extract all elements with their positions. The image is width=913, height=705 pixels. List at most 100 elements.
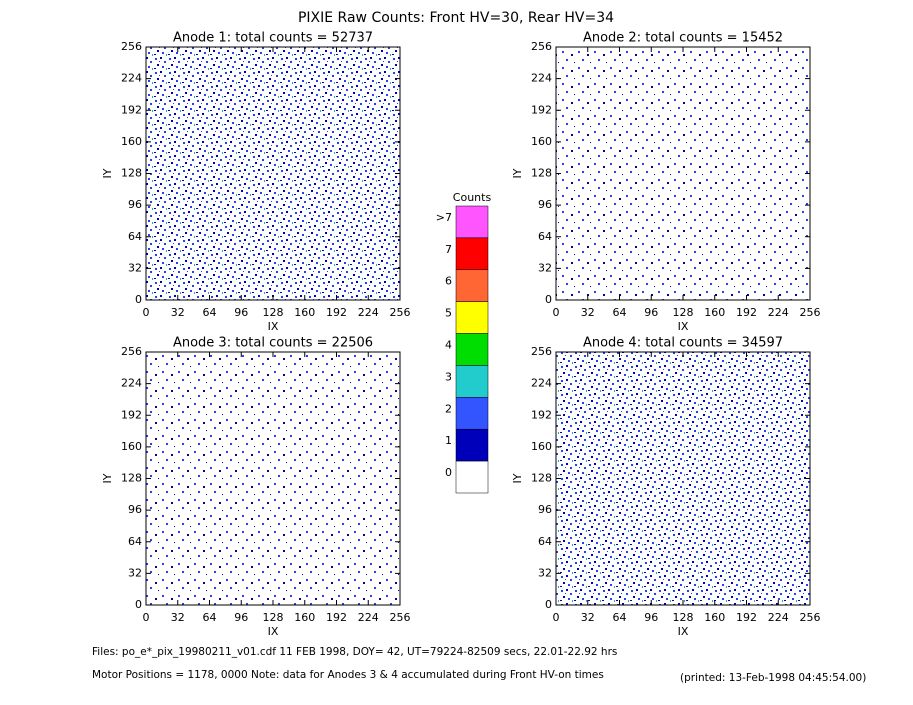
y-tick-label: 0	[135, 598, 142, 611]
y-axis-label: IY	[511, 168, 524, 178]
x-axis-label: IX	[268, 320, 279, 333]
x-tick-label: 256	[390, 306, 411, 319]
x-tick-label: 160	[704, 611, 725, 624]
y-tick-label: 256	[121, 345, 142, 358]
x-tick-label: 64	[613, 306, 627, 319]
x-tick-label: 128	[673, 611, 694, 624]
footer-files: Files: po_e*_pix_19980211_v01.cdf 11 FEB…	[92, 646, 617, 658]
y-axis-label: IY	[101, 168, 114, 178]
x-tick-label: 0	[553, 306, 560, 319]
x-axis-label: IX	[268, 625, 279, 638]
x-tick-label: 0	[143, 306, 150, 319]
y-tick-label: 192	[531, 408, 552, 421]
panel-title: Anode 4: total counts = 34597	[583, 336, 783, 351]
y-tick-label: 0	[545, 293, 552, 306]
x-tick-label: 64	[613, 611, 627, 624]
footer-printed: (printed: 13-Feb-1998 04:45:54.00)	[680, 672, 866, 684]
heatmap-texture	[556, 47, 810, 300]
x-tick-label: 256	[390, 611, 411, 624]
y-tick-label: 224	[531, 72, 552, 85]
x-tick-label: 224	[358, 611, 379, 624]
y-tick-label: 96	[538, 503, 552, 516]
x-tick-label: 32	[581, 306, 595, 319]
x-tick-label: 64	[203, 306, 217, 319]
panel-title: Anode 2: total counts = 15452	[583, 31, 783, 46]
colorbar-swatch	[455, 333, 489, 366]
x-tick-label: 256	[800, 611, 821, 624]
x-tick-label: 224	[768, 611, 789, 624]
y-tick-label: 128	[531, 472, 552, 485]
y-tick-label: 32	[538, 261, 552, 274]
colorbar-swatch	[455, 365, 489, 398]
y-tick-label: 128	[531, 167, 552, 180]
heatmap-texture	[556, 352, 810, 605]
x-tick-label: 32	[581, 611, 595, 624]
colorbar-label: 4	[445, 339, 452, 352]
colorbar-label: 6	[445, 275, 452, 288]
y-tick-label: 256	[531, 345, 552, 358]
y-tick-label: 64	[128, 535, 142, 548]
x-tick-label: 128	[263, 306, 284, 319]
heatmap-texture	[146, 352, 400, 605]
x-tick-label: 192	[326, 306, 347, 319]
y-tick-label: 32	[538, 566, 552, 579]
colorbar-label: 5	[445, 307, 452, 320]
y-tick-label: 224	[531, 377, 552, 390]
y-tick-label: 128	[121, 167, 142, 180]
footer-motor: Motor Positions = 1178, 0000 Note: data …	[92, 669, 604, 681]
colorbar-label: 1	[445, 434, 452, 447]
colorbar-label: >7	[436, 211, 452, 224]
x-tick-label: 128	[673, 306, 694, 319]
colorbar-swatch	[455, 269, 489, 302]
y-axis-label: IY	[511, 473, 524, 483]
y-tick-label: 224	[121, 72, 142, 85]
y-tick-label: 160	[121, 440, 142, 453]
colorbar-swatch	[455, 428, 489, 462]
y-tick-label: 64	[128, 230, 142, 243]
x-tick-label: 128	[263, 611, 284, 624]
x-axis-label: IX	[678, 625, 689, 638]
colorbar-title: Counts	[453, 191, 492, 204]
x-tick-label: 224	[768, 306, 789, 319]
y-tick-label: 64	[538, 230, 552, 243]
x-tick-label: 0	[553, 611, 560, 624]
x-tick-label: 224	[358, 306, 379, 319]
y-tick-label: 96	[538, 198, 552, 211]
y-tick-label: 192	[121, 408, 142, 421]
y-tick-label: 256	[531, 40, 552, 53]
x-tick-label: 160	[294, 306, 315, 319]
colorbar-label: 7	[445, 243, 452, 256]
y-tick-label: 160	[531, 440, 552, 453]
x-tick-label: 160	[704, 306, 725, 319]
colorbar-label: 3	[445, 370, 452, 383]
colorbar-swatch	[455, 205, 489, 239]
x-tick-label: 192	[736, 611, 757, 624]
x-tick-label: 96	[234, 611, 248, 624]
y-tick-label: 192	[531, 103, 552, 116]
y-tick-label: 96	[128, 503, 142, 516]
x-tick-label: 192	[326, 611, 347, 624]
panel-title: Anode 3: total counts = 22506	[173, 336, 373, 351]
y-tick-label: 96	[128, 198, 142, 211]
colorbar-swatch	[455, 460, 489, 494]
colorbar-swatch	[455, 237, 489, 271]
x-tick-label: 96	[234, 306, 248, 319]
x-tick-label: 64	[203, 611, 217, 624]
panel-title: Anode 1: total counts = 52737	[173, 31, 373, 46]
colorbar-label: 2	[445, 402, 452, 415]
y-axis-label: IY	[101, 473, 114, 483]
x-tick-label: 256	[800, 306, 821, 319]
y-tick-label: 64	[538, 535, 552, 548]
x-tick-label: 192	[736, 306, 757, 319]
colorbar-label: 0	[445, 466, 452, 479]
y-tick-label: 256	[121, 40, 142, 53]
y-tick-label: 0	[135, 293, 142, 306]
y-tick-label: 0	[545, 598, 552, 611]
colorbar-swatch	[455, 397, 489, 430]
x-tick-label: 96	[644, 306, 658, 319]
y-tick-label: 160	[531, 135, 552, 148]
y-tick-label: 32	[128, 261, 142, 274]
x-tick-label: 32	[171, 611, 185, 624]
y-tick-label: 160	[121, 135, 142, 148]
